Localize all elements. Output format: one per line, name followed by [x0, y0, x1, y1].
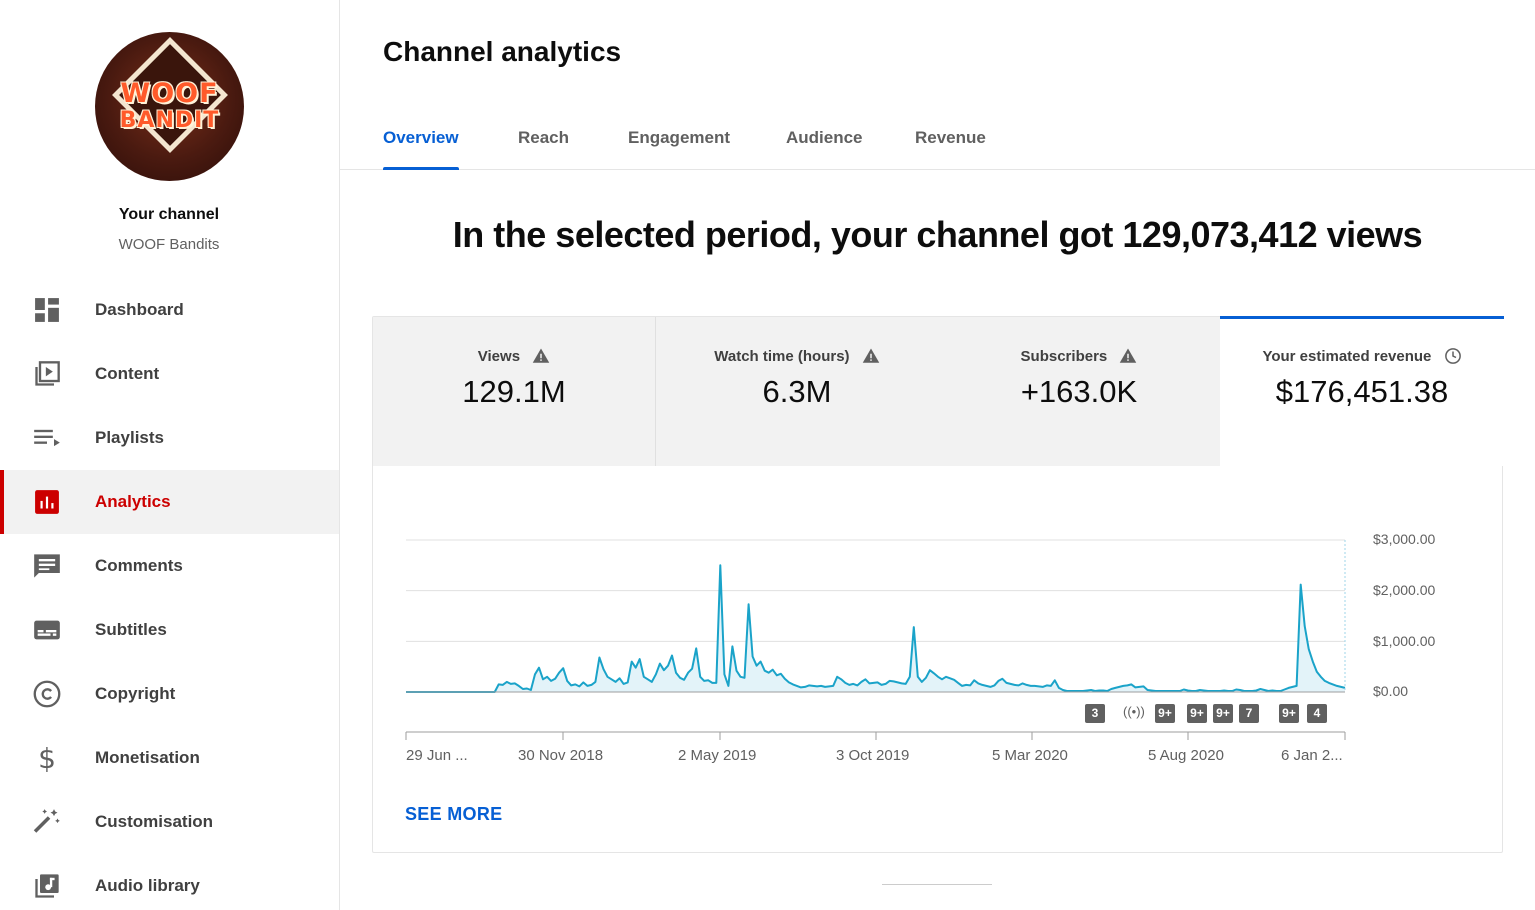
sidebar-item-monetisation[interactable]: $ Monetisation [0, 726, 339, 790]
sidebar-nav: Dashboard Content Playlists Analytics Co… [0, 278, 339, 910]
event-marker[interactable]: 9+ [1155, 704, 1175, 723]
sidebar-item-label: Content [95, 364, 160, 383]
sidebar-item-label: Monetisation [95, 748, 200, 767]
y-tick-label: $3,000.00 [1373, 531, 1436, 547]
revenue-area-fill [406, 565, 1345, 692]
see-more-link[interactable]: SEE MORE [405, 804, 503, 824]
metric-card-watch-time[interactable]: Watch time (hours) 6.3M [656, 317, 939, 466]
event-marker[interactable]: 9+ [1213, 704, 1233, 723]
y-tick-label: $0.00 [1373, 683, 1409, 699]
live-stream-marker-icon[interactable]: ((•)) [1123, 704, 1145, 719]
metric-label: Your estimated revenue [1262, 347, 1432, 365]
metric-label-row: Your estimated revenue [1220, 347, 1504, 365]
sidebar-item-audio-library[interactable]: Audio library [0, 854, 339, 910]
revenue-chart-plot [405, 539, 1346, 740]
sidebar-item-label: Copyright [95, 684, 176, 703]
content-icon [33, 360, 61, 388]
sidebar-item-label: Analytics [95, 492, 171, 511]
x-tick-label: 3 Oct 2019 [836, 747, 910, 764]
audio-library-icon [33, 872, 61, 900]
revenue-chart: $3,000.00 $2,000.00 $1,000.00 $0.00 29 J… [373, 466, 1504, 854]
metric-card-subscribers[interactable]: Subscribers +163.0K [938, 317, 1221, 466]
y-tick-label: $2,000.00 [1373, 582, 1436, 598]
divider [882, 884, 992, 885]
sidebar-item-copyright[interactable]: Copyright [0, 662, 339, 726]
playlists-icon [33, 424, 61, 452]
page-title: Channel analytics [383, 36, 622, 67]
metric-value: +163.0K [1020, 374, 1138, 409]
metric-card-revenue[interactable]: Your estimated revenue $176,451.38 [1220, 316, 1504, 466]
tab-reach[interactable]: Reach [518, 128, 570, 147]
metric-label: Views [477, 347, 521, 365]
clock-icon [1444, 348, 1461, 364]
overview-chart-card: Views 129.1M Watch time (hours) 6.3M Sub… [372, 316, 1504, 854]
dashboard-icon [33, 296, 61, 324]
metric-label-row: Subscribers [938, 347, 1220, 365]
analytics-icon [33, 488, 61, 516]
warning-icon [862, 348, 879, 363]
sidebar-item-comments[interactable]: Comments [0, 534, 339, 598]
event-marker[interactable]: 7 [1239, 704, 1259, 723]
sidebar: WOOF BANDIT Your channel WOOF Bandits Da… [0, 0, 340, 910]
sidebar-item-subtitles[interactable]: Subtitles [0, 598, 339, 662]
tab-overview[interactable]: Overview [383, 128, 459, 170]
sidebar-item-label: Audio library [95, 876, 200, 895]
event-marker[interactable]: 9+ [1279, 704, 1299, 723]
tab-engagement[interactable]: Engagement [628, 128, 731, 147]
metric-value: $176,451.38 [1275, 374, 1449, 409]
metric-value: 6.3M [762, 374, 832, 409]
sidebar-item-analytics[interactable]: Analytics [0, 470, 339, 534]
sidebar-item-customisation[interactable]: Customisation [0, 790, 339, 854]
y-tick-label: $1,000.00 [1373, 633, 1436, 649]
x-tick-label: 6 Jan 2... [1281, 747, 1343, 764]
sidebar-item-label: Playlists [95, 428, 164, 447]
metric-label-row: Views [373, 347, 655, 365]
x-tick-label: 5 Aug 2020 [1148, 747, 1224, 764]
sidebar-item-content[interactable]: Content [0, 342, 339, 406]
warning-icon [532, 348, 550, 363]
sidebar-item-label: Comments [95, 556, 183, 575]
metric-label: Watch time (hours) [714, 347, 850, 365]
sidebar-item-label: Customisation [95, 812, 214, 831]
copyright-icon [33, 680, 61, 708]
subtitles-icon [33, 616, 61, 644]
revenue-series-line[interactable] [406, 564, 1346, 693]
event-marker[interactable]: 3 [1085, 704, 1105, 723]
x-tick-label: 29 Jun ... [406, 747, 468, 764]
sidebar-item-label: Subtitles [95, 620, 167, 639]
sidebar-item-label: Dashboard [95, 300, 184, 319]
comments-icon [33, 552, 61, 580]
event-marker[interactable]: 4 [1307, 704, 1327, 723]
tab-revenue[interactable]: Revenue [915, 128, 986, 147]
customisation-icon [33, 808, 61, 836]
tab-audience[interactable]: Audience [786, 128, 863, 147]
avatar-logo-line1: WOOF [120, 78, 219, 109]
your-channel-title: Your channel [118, 206, 220, 223]
sidebar-item-playlists[interactable]: Playlists [0, 406, 339, 470]
monetisation-icon: $ [38, 741, 56, 775]
channel-avatar[interactable]: WOOF BANDIT [95, 32, 244, 181]
channel-name: WOOF Bandits [118, 236, 220, 253]
views-headline: In the selected period, your channel got… [452, 214, 1423, 255]
x-tick-label: 5 Mar 2020 [992, 747, 1068, 764]
event-marker[interactable]: 9+ [1187, 704, 1207, 723]
x-tick-label: 30 Nov 2018 [518, 747, 604, 764]
metric-label-row: Watch time (hours) [656, 347, 938, 365]
warning-icon [1120, 348, 1137, 363]
sidebar-item-dashboard[interactable]: Dashboard [0, 278, 339, 342]
metric-card-views[interactable]: Views 129.1M [373, 317, 656, 466]
analytics-tabs: Overview Reach Engagement Audience Reven… [340, 115, 1535, 170]
metric-label: Subscribers [1020, 347, 1108, 365]
x-tick-label: 2 May 2019 [678, 747, 757, 764]
metric-value: 129.1M [462, 374, 566, 409]
avatar-logo-line2: BANDIT [119, 108, 220, 133]
